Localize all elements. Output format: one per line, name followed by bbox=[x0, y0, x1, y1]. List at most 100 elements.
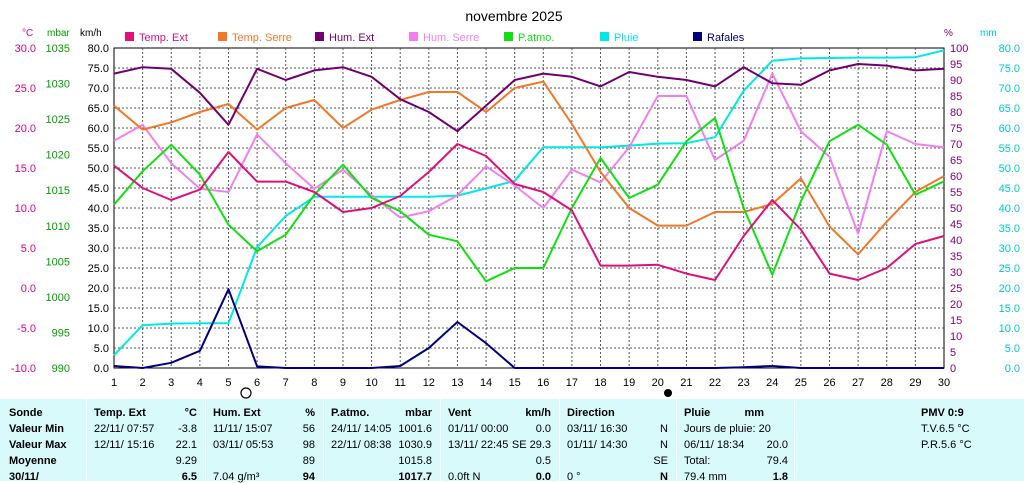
new-moon-icon bbox=[240, 387, 252, 399]
pressure-tick-label: 995 bbox=[52, 327, 70, 339]
humidity-tick-label: 50 bbox=[950, 203, 962, 215]
x-tick-label: 21 bbox=[680, 377, 692, 389]
max-value: SE 29.3 bbox=[511, 439, 551, 451]
stats-col-pressure: P.atmo. mbar 24/11/ 14:05 1001.6 22/11/ … bbox=[324, 399, 441, 483]
rain-tick-label: 50.0 bbox=[999, 163, 1020, 175]
humidity-tick-label: 90 bbox=[950, 75, 962, 87]
wind-axis-unit: km/h bbox=[80, 28, 102, 39]
rain-tick-label: 30.0 bbox=[999, 243, 1020, 255]
min-date: 11/11/ 15:07 bbox=[213, 423, 273, 435]
humidity-tick-label: 65 bbox=[950, 155, 962, 167]
humidity-tick-label: 15 bbox=[950, 315, 962, 327]
rain-tick-label: 10.0 bbox=[999, 323, 1020, 335]
min-value: 0.0 bbox=[535, 423, 551, 435]
pmv-tv: T.V.6.5 °C bbox=[921, 423, 970, 435]
max-value: 1030.9 bbox=[398, 439, 432, 451]
rain-tick-label: 45.0 bbox=[999, 183, 1020, 195]
x-tick-label: 30 bbox=[938, 377, 950, 389]
wind-tick-label: 75.0 bbox=[88, 63, 109, 75]
min-value: 56 bbox=[302, 423, 315, 435]
x-tick-label: 10 bbox=[365, 377, 377, 389]
col-title: Hum. Ext bbox=[213, 407, 261, 419]
series-line-p-atmo bbox=[113, 117, 945, 283]
stats-col-rain: Pluie mm Jours de pluie: 20 06/11/ 18:34… bbox=[677, 399, 795, 483]
x-tick-label: 14 bbox=[480, 377, 492, 389]
max-date: 13/11/ 22:45 bbox=[448, 439, 509, 451]
series-line-pluie bbox=[113, 49, 945, 356]
wind-tick-label: 60.0 bbox=[88, 123, 109, 135]
x-tick-label: 8 bbox=[311, 377, 317, 389]
legend-swatch bbox=[409, 32, 418, 41]
last-value: 1017.7 bbox=[398, 471, 432, 483]
rain-tick-label: 20.0 bbox=[999, 283, 1020, 295]
x-tick-label: 3 bbox=[168, 377, 174, 389]
stats-col-temp: Temp. Ext °C 22/11/ 07:57 -3.8 12/11/ 15… bbox=[87, 399, 206, 483]
col-unit: km/h bbox=[525, 407, 551, 419]
wind-tick-label: 45.0 bbox=[88, 183, 109, 195]
max-date: 01/11/ 14:30 bbox=[567, 439, 628, 451]
x-tick-label: 2 bbox=[140, 377, 146, 389]
max-value: N bbox=[660, 439, 668, 451]
col-unit: mm bbox=[744, 407, 764, 419]
legend-label: Temp. Serre bbox=[232, 32, 292, 44]
hum-axis-unit: % bbox=[944, 28, 953, 39]
max-date: 06/11/ 18:34 bbox=[684, 439, 745, 451]
temp-tick-label: 0.0 bbox=[21, 283, 36, 295]
series-line-rafales bbox=[113, 288, 944, 369]
col-unit: °C bbox=[184, 407, 197, 419]
series-line-temp-ext bbox=[113, 143, 945, 281]
x-tick-label: 24 bbox=[766, 377, 778, 389]
humidity-tick-label: 55 bbox=[950, 187, 962, 199]
x-tick-label: 6 bbox=[254, 377, 260, 389]
total-value: 79.4 bbox=[766, 455, 788, 467]
x-tick-label: 15 bbox=[509, 377, 521, 389]
x-tick-label: 26 bbox=[823, 377, 835, 389]
col-title: Vent bbox=[448, 407, 472, 419]
last-value: 1.8 bbox=[772, 471, 788, 483]
min-date: 24/11/ 14:05 bbox=[331, 423, 392, 435]
humidity-tick-label: 20 bbox=[950, 299, 962, 311]
stats-table: Sonde Valeur Min Valeur Max Moyenne 30/1… bbox=[0, 399, 1024, 483]
x-tick-label: 9 bbox=[340, 377, 346, 389]
pmv-title: PMV 0:9 bbox=[921, 407, 964, 419]
pressure-tick-label: 1020 bbox=[46, 150, 70, 162]
legend-swatch bbox=[693, 32, 702, 41]
rain-tick-label: 15.0 bbox=[999, 303, 1020, 315]
legend-label: Hum. Serre bbox=[423, 32, 479, 44]
pressure-tick-label: 1005 bbox=[46, 256, 70, 268]
stats-col-wind: Vent km/h 01/11/ 00:00 0.0 13/11/ 22:45 … bbox=[441, 399, 560, 483]
wind-tick-label: 5.0 bbox=[94, 343, 109, 355]
wind-tick-label: 55.0 bbox=[88, 143, 109, 155]
humidity-tick-label: 35 bbox=[950, 251, 962, 263]
legend-swatch bbox=[218, 32, 227, 41]
axis-tick-labels: 30.025.020.015.010.05.00.0-5.0-10.010351… bbox=[11, 43, 1020, 389]
humidity-tick-label: 95 bbox=[950, 59, 962, 71]
humidity-tick-label: 100 bbox=[950, 43, 968, 55]
pressure-tick-label: 1000 bbox=[46, 292, 70, 304]
max-date: 22/11/ 08:38 bbox=[331, 439, 392, 451]
legend-swatch bbox=[315, 32, 324, 41]
rain-tick-label: 75.0 bbox=[999, 63, 1020, 75]
rain-axis-unit: mm bbox=[980, 28, 997, 39]
min-date: 22/11/ 07:57 bbox=[94, 423, 155, 435]
rain-tick-label: 40.0 bbox=[999, 203, 1020, 215]
max-value: 20.0 bbox=[766, 439, 788, 451]
min-value: N bbox=[660, 423, 668, 435]
temp-tick-label: -10.0 bbox=[11, 363, 36, 375]
legend-label: Pluie bbox=[614, 32, 638, 44]
min-value: -3.8 bbox=[178, 423, 197, 435]
stats-col-hum: Hum. Ext % 11/11/ 15:07 56 03/11/ 05:53 … bbox=[206, 399, 324, 483]
wind-tick-label: 65.0 bbox=[88, 103, 109, 115]
rain-days: Jours de pluie: 20 bbox=[684, 423, 771, 435]
avg-value: 0.5 bbox=[535, 455, 551, 467]
x-tick-label: 12 bbox=[423, 377, 435, 389]
x-tick-label: 7 bbox=[283, 377, 289, 389]
series-line-hum-serre bbox=[113, 72, 945, 235]
humidity-tick-label: 10 bbox=[950, 331, 962, 343]
last-value: N bbox=[660, 471, 668, 483]
temp-tick-label: 5.0 bbox=[21, 243, 36, 255]
pressure-tick-label: 1025 bbox=[46, 114, 70, 126]
pressure-tick-label: 1030 bbox=[46, 79, 70, 91]
x-tick-label: 20 bbox=[652, 377, 664, 389]
wind-tick-label: 70.0 bbox=[88, 83, 109, 95]
